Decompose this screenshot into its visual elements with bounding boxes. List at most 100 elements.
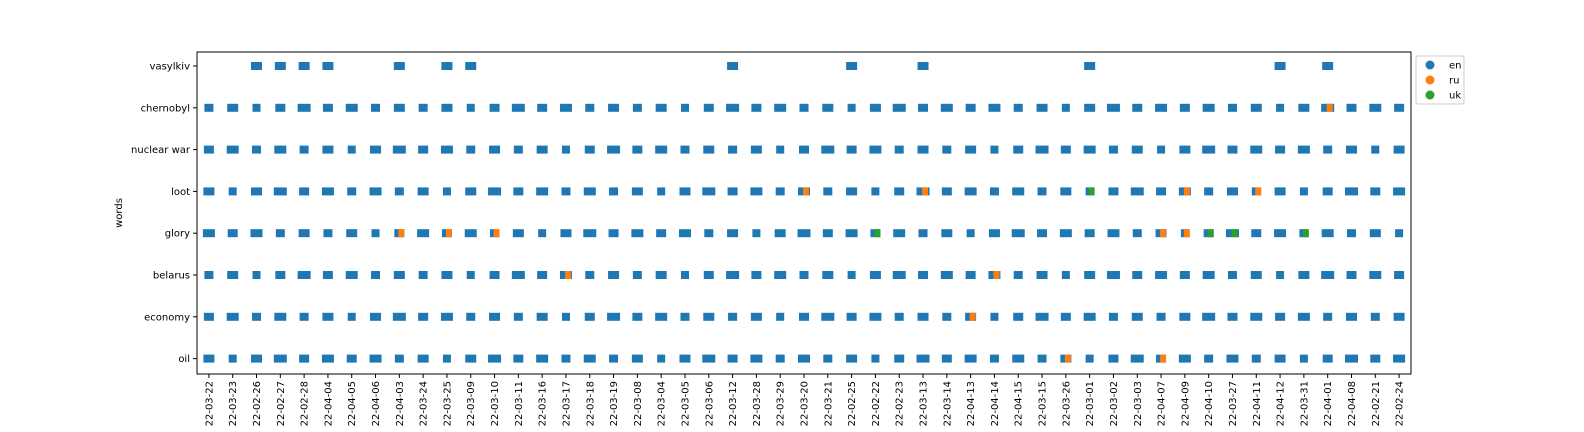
point-en [892,271,906,279]
point-en [751,271,762,279]
point-en [680,103,689,112]
x-tick-label: 22-02-21 [1371,381,1382,426]
point-en [1345,145,1357,154]
point-en [726,103,740,112]
point-en [275,103,286,112]
point-en [322,312,334,321]
point-en [1226,354,1239,363]
point-en [1156,312,1166,321]
x-tick-label: 22-03-18 [585,381,596,426]
x-tick-label: 22-04-09 [1180,381,1191,426]
point-en [869,145,882,154]
x-tick-label: 22-03-24 [419,381,430,426]
point-en [679,354,691,363]
point-en [1370,354,1381,363]
x-tick-label: 22-02-24 [1395,381,1406,426]
point-en [1157,145,1166,154]
point-en [561,145,570,154]
point-en [536,187,549,196]
point-en [1037,354,1047,363]
point-en [846,187,858,196]
legend-marker-en [1425,60,1435,70]
point-en [655,271,667,279]
x-tick-label: 22-03-21 [823,381,834,426]
point-en [536,354,549,363]
point-en [227,103,239,112]
point-en [322,103,333,112]
point-en [964,354,977,363]
y-tick-label: oil [178,354,190,365]
point-en [440,145,453,154]
point-en [1393,312,1405,321]
point-en [846,354,858,363]
point-en [1299,354,1308,363]
point-en [321,187,334,196]
point-en [1227,312,1238,321]
x-tick-label: 22-04-08 [1347,381,1358,426]
legend-label-ru: ru [1449,76,1459,87]
point-en [823,354,833,363]
point-en [774,229,786,238]
point-en [655,103,667,112]
point-en [845,229,858,238]
x-tick-label: 22-03-15 [1038,381,1049,426]
point-en [822,103,834,112]
point-en [871,354,880,363]
point-en [466,103,475,112]
point-en [1178,354,1191,363]
x-tick-label: 22-04-14 [990,381,1001,426]
point-en [1084,103,1096,112]
point-en [1250,271,1262,279]
point-en [704,229,714,238]
point-ru [1160,229,1167,238]
point-en [1108,145,1118,154]
point-en [228,354,237,363]
point-en [847,103,856,112]
point-en [750,145,762,154]
point-en [274,145,287,154]
point-en [204,103,214,112]
point-en [299,354,310,363]
point-en [918,271,929,279]
point-en [392,312,406,321]
point-en [1275,312,1286,321]
point-en [798,354,810,363]
point-en [1322,62,1334,70]
point-en [1131,312,1143,321]
point-en [441,103,453,112]
point-en [1036,103,1048,112]
point-en [1274,187,1286,196]
point-en [489,271,500,279]
point-en [1323,312,1333,321]
point-en [1344,187,1358,196]
point-en [418,312,429,321]
point-ru [803,187,809,196]
point-en [632,312,643,321]
point-en [1394,103,1405,112]
point-uk [1088,187,1095,196]
point-en [417,229,430,238]
x-tick-label: 22-03-04 [657,381,668,426]
point-en [846,145,857,154]
point-en [775,187,785,196]
point-en [417,187,429,196]
point-en [942,312,952,321]
point-en [965,145,977,154]
point-en [1345,312,1357,321]
point-en [966,229,975,238]
point-en [989,187,999,196]
point-en [1132,271,1143,279]
point-en [1298,271,1310,279]
point-ru [445,229,452,238]
point-en [822,229,833,238]
x-tick-label: 22-03-27 [1228,381,1239,426]
point-en [394,354,404,363]
point-en [752,229,761,238]
x-tick-label: 22-02-26 [252,381,263,426]
point-en [513,187,524,196]
point-en [297,271,311,279]
point-en [776,145,785,154]
point-en [608,103,620,112]
point-en [488,187,502,196]
point-en [1346,103,1357,112]
